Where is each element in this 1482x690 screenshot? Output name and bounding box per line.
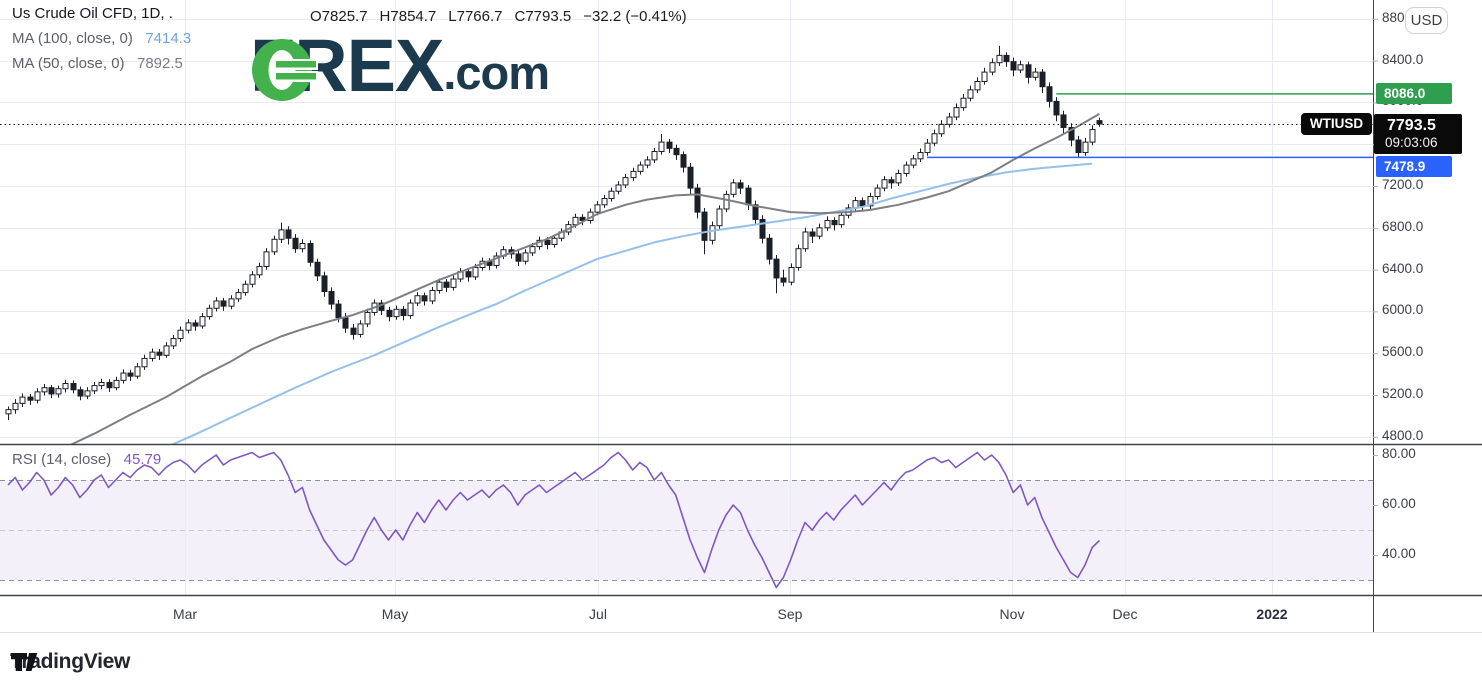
support-price-text: 7478.9 [1384,158,1426,174]
rsi-axis-label: 40.00 [1382,546,1416,561]
time-axis-label: Dec [1112,606,1138,622]
support-price-badge: 7478.9 [1376,155,1452,177]
legend: Us Crude Oil CFD, 1D, . O7825.7 H7854.7 … [12,5,687,80]
symbol-title: Us Crude Oil CFD, 1D, . [12,5,173,22]
time-axis-label: May [381,606,409,622]
ma50-label: MA (50, close, 0) [12,55,125,72]
chart-canvas[interactable] [0,0,1482,640]
price-axis-label: 6800.0 [1382,218,1424,234]
ohlc-high: H7854.7 [379,8,437,25]
candles-layer [5,45,1103,421]
gridlines [0,0,1373,595]
forex-com-watermark: F REX .com [250,24,550,107]
rsi-legend-row[interactable]: RSI (14, close) 45.79 [12,451,161,469]
price-axis-label: 7200.0 [1382,177,1424,192]
ma100-label: MA (100, close, 0) [12,30,133,47]
time-axis[interactable]: Mar May Jul Sep Nov Dec 2022 [0,596,1373,632]
resistance-price-badge: 8086.0 [1376,82,1452,104]
rsi-axis-label: 60.00 [1382,496,1416,511]
ohlc-close: C7793.5 [514,8,572,25]
time-axis-label: Sep [777,606,803,622]
last-price-text: 7793.5 [1387,116,1436,134]
time-axis-label: Mar [172,606,198,622]
watermark-rex: REX [294,24,444,107]
price-axis-label: 4800.0 [1382,427,1424,443]
ma50-value: 7892.5 [137,55,183,72]
time-axis-label: 2022 [1256,606,1288,622]
time-axis-label: Nov [999,606,1025,622]
ma100-line [171,162,1093,444]
ohlc-low: L7766.7 [448,8,503,25]
price-axis-label: 5200.0 [1382,386,1424,401]
price-axis-label: 6000.0 [1382,302,1424,318]
tradingview-text: TradingView [10,650,131,673]
price-axis-label: 6400.0 [1382,260,1424,276]
rsi-axis-label: 80.00 [1382,446,1416,461]
forex-o-euro-icon [252,39,318,101]
rsi-label: RSI (14, close) [12,451,112,468]
price-axis-label: 8400.0 [1382,51,1424,67]
tradingview-logo[interactable]: TradingView [10,650,130,674]
pane-borders [0,0,1482,633]
time-axis-label: Jul [589,606,607,622]
symbol-legend-row[interactable]: Us Crude Oil CFD, 1D, . O7825.7 H7854.7 … [12,5,687,30]
ma50-line [70,113,1100,444]
symbol-chip: WTIUSD [1301,112,1372,135]
last-price-badge: 7793.5 09:03:06 [1374,113,1462,154]
ma100-value: 7414.3 [145,30,192,47]
currency-toggle-button[interactable]: USD [1405,7,1448,34]
ohlc-change: −32.2 (−0.41%) [583,8,687,25]
ohlc-open: O7825.7 [310,8,368,25]
ma50-legend-row[interactable]: MA (50, close, 0) 7892.5 [12,55,191,80]
rsi-value: 45.79 [123,451,162,468]
ohlc-values: O7825.7 H7854.7 L7766.7 C7793.5 −32.2 (−… [310,8,687,25]
rsi-line [7,451,1100,589]
price-axis-label: 5600.0 [1382,344,1424,360]
watermark-com: .com [443,46,550,99]
resistance-price-text: 8086.0 [1384,85,1426,101]
countdown-timer: 09:03:06 [1385,134,1438,150]
ma100-legend-row[interactable]: MA (100, close, 0) 7414.3 [12,30,191,55]
tradingview-icon [11,653,38,671]
